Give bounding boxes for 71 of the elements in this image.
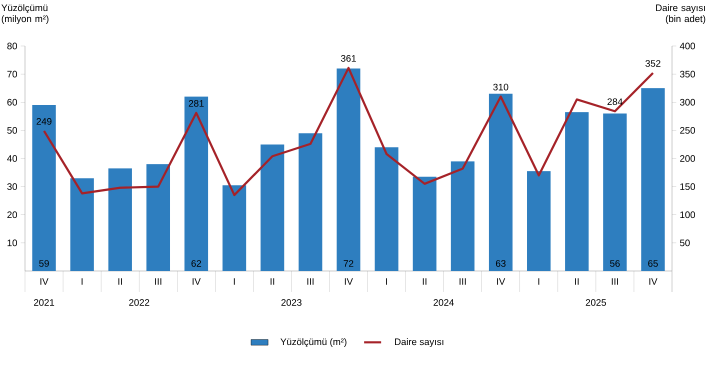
data-label: 72 [344, 260, 354, 267]
bar [146, 164, 170, 271]
bar [260, 144, 284, 271]
bar [450, 161, 474, 271]
bar [32, 105, 56, 271]
x-tick-label: I [82, 278, 83, 285]
data-label: 352 [645, 60, 660, 67]
bar [374, 147, 398, 271]
x-tick-label: IV [40, 278, 48, 285]
data-label: 284 [607, 98, 623, 106]
y2-axis-title: Daire sayısı (bin adet) [656, 4, 706, 24]
bar [488, 94, 513, 271]
text: 2025 [586, 299, 606, 306]
x-tick-label: II [118, 278, 122, 285]
bar [108, 168, 132, 271]
x-tick-label: II [270, 278, 274, 285]
bar [527, 171, 551, 271]
x-tick-label: III [155, 278, 162, 285]
text: 2023 [281, 299, 302, 306]
x-tick-label: IV [192, 278, 201, 285]
y2-tick-label: 100 [680, 211, 696, 218]
y-tick-label: 30 [7, 183, 18, 190]
y-tick-label: 20 [7, 211, 18, 218]
x-tick-label: II [575, 278, 579, 285]
y-tick-label: 70 [7, 70, 18, 78]
text: 2024 [434, 299, 454, 306]
y2-tick-label: 50 [680, 240, 690, 246]
text: 2022 [129, 299, 150, 306]
bar [641, 88, 665, 271]
bar [222, 185, 246, 271]
y2-tick-label: 300 [680, 98, 696, 106]
bar [298, 133, 322, 271]
y2-tick-label: 200 [680, 155, 696, 162]
bar [336, 68, 360, 271]
data-label: 249 [36, 118, 52, 125]
x-tick-label: I [538, 278, 540, 285]
legend-label: Yüzölçümü (m²) [280, 338, 346, 348]
y2-tick-label: 350 [680, 70, 696, 78]
data-label: 310 [493, 84, 508, 90]
x-tick-label: III [460, 278, 466, 285]
y-tick-label: 60 [7, 98, 18, 106]
x-tick-label: IV [649, 278, 658, 285]
text: 2021 [34, 299, 54, 306]
bar [565, 112, 589, 271]
x-tick-label: III [612, 278, 618, 285]
x-tick-label: I [234, 278, 235, 285]
y2-tick-label: 150 [680, 183, 696, 190]
bar [412, 176, 436, 271]
y2-tick-label: 400 [680, 42, 696, 50]
y-tick-label: 80 [7, 42, 18, 50]
data-label: 59 [39, 260, 49, 267]
data-label: 281 [188, 100, 204, 107]
bar [184, 96, 208, 271]
y-axis-title: Yüzölçümü (milyon m²) [1, 4, 48, 24]
bar [603, 113, 627, 271]
y-tick-label: 10 [8, 240, 18, 246]
data-label: 65 [648, 260, 658, 267]
y-tick-label: 40 [7, 155, 18, 162]
data-label: 361 [340, 55, 356, 62]
legend-label: Daire sayısı [394, 338, 444, 348]
data-label: 56 [610, 260, 620, 267]
y2-tick-label: 250 [680, 127, 696, 134]
x-tick-label: IV [497, 278, 506, 285]
data-label: 62 [191, 260, 202, 267]
x-tick-label: I [386, 278, 387, 285]
x-tick-label: II [422, 278, 426, 285]
x-tick-label: IV [344, 278, 353, 285]
bar [70, 178, 94, 271]
x-tick-label: III [307, 278, 314, 285]
y-tick-label: 50 [7, 127, 18, 134]
data-label: 63 [496, 260, 506, 267]
